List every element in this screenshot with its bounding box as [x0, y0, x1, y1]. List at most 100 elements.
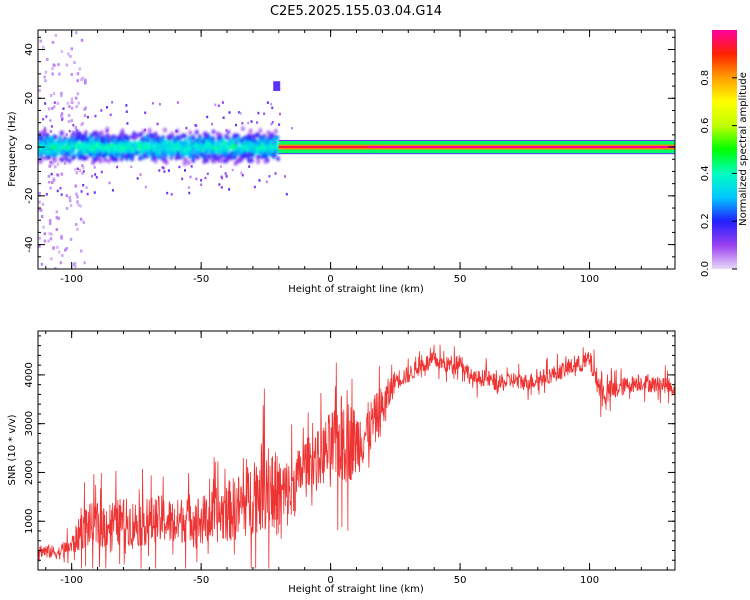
spectrogram-speckle: [48, 232, 52, 236]
spectrogram-cell: [70, 141, 74, 146]
spectrogram-speckle: [263, 112, 266, 116]
x-tick-label: -100: [60, 274, 83, 285]
spectrogram-speckle: [41, 202, 45, 206]
spectrogram-speckle: [241, 122, 244, 125]
spectrogram-cell: [260, 134, 265, 140]
spectrogram-cell: [58, 135, 63, 141]
spectrogram-speckle: [55, 228, 59, 232]
spectrogram-speckle: [60, 172, 64, 176]
spectrogram-cell: [259, 149, 263, 155]
spectrogram-cell: [186, 160, 191, 166]
spectrogram-cell: [255, 132, 259, 138]
spectrogram-cell: [153, 140, 157, 146]
x-tick-label: 100: [580, 575, 599, 586]
spectrogram-speckle: [83, 107, 86, 111]
spectrogram-cell: [183, 157, 188, 163]
spectrogram-speckle: [51, 72, 54, 76]
spectrogram-cell: [199, 151, 204, 157]
spectrogram-speckle: [79, 249, 83, 253]
spectrogram-speckle: [228, 188, 231, 191]
spectrogram-cell: [251, 146, 256, 152]
spectrogram-speckle: [221, 177, 224, 180]
spectrogram-speckle: [93, 166, 96, 169]
spectrogram-speckle: [240, 171, 243, 175]
spectrogram-speckle: [79, 204, 82, 208]
spectrogram-speckle: [77, 101, 80, 105]
spectrogram-cell: [165, 146, 170, 152]
spectrogram-speckle: [74, 167, 77, 171]
spectrogram-speckle: [56, 189, 59, 193]
spectrogram-cell: [257, 141, 262, 146]
spectrogram-speckle: [72, 262, 76, 266]
spectrogram-speckle: [52, 105, 56, 109]
spectrogram-cell: [78, 151, 82, 156]
spectrogram-cell: [138, 156, 142, 161]
snr-panel: -100 -50 0 50 100 1000 2000 3000 4000 Height of …: [7, 330, 676, 595]
spectrogram-cell: [107, 134, 111, 140]
spectrogram-speckle: [170, 193, 173, 196]
spectrogram-cell: [91, 150, 96, 156]
spectrogram-speckle: [53, 63, 56, 67]
spectrogram-speckle: [136, 177, 139, 180]
spectrogram-speckle: [94, 114, 97, 118]
spectrogram-speckle: [105, 129, 108, 133]
spectrogram-speckle: [219, 165, 222, 168]
spectrogram-cell: [192, 153, 196, 159]
spectrogram-speckle: [80, 78, 83, 82]
spectrogram-cell: [213, 146, 217, 151]
spectrogram-speckle: [51, 180, 54, 184]
spectrogram-cell: [86, 144, 90, 150]
spectrogram-cell: [236, 158, 240, 164]
spectrogram-cell: [241, 126, 245, 132]
spectrogram-speckle: [49, 186, 52, 190]
spectrogram-cell: [122, 148, 127, 154]
spectrogram-speckle: [43, 126, 47, 130]
spectrogram-cell: [211, 140, 215, 146]
x-tick-label: 50: [454, 274, 467, 285]
spectrogram-speckle: [238, 111, 241, 114]
spectrogram-speckle: [69, 204, 73, 208]
spectrogram-speckle: [185, 126, 188, 130]
spectrogram-cell: [191, 158, 196, 163]
spectrogram-speckle: [181, 177, 184, 181]
spectrogram-speckle: [50, 232, 53, 236]
snr-xlabel: Height of straight line (km): [288, 584, 424, 595]
spectrogram-cell: [94, 142, 98, 148]
spectrogram-cell: [147, 127, 152, 133]
spectrogram-cell: [154, 150, 159, 156]
spectrogram-speckle: [239, 112, 242, 115]
spectrogram-speckle: [67, 52, 70, 56]
snr-series-line: [38, 344, 675, 569]
spectrogram-speckle: [61, 116, 64, 120]
spectrogram-speckle: [100, 170, 103, 174]
spectrogram-speckle: [253, 185, 256, 189]
spectrogram-speckle: [74, 184, 77, 188]
spectrogram-cell: [97, 156, 101, 162]
spectrogram-speckle: [39, 39, 42, 43]
spectrogram-speckle: [83, 80, 87, 84]
spectrogram-speckle: [77, 203, 80, 207]
spectrogram-speckle: [76, 195, 79, 199]
spectrogram-cell: [191, 135, 195, 141]
spectrogram-speckle: [54, 165, 57, 169]
spectrogram-cell: [265, 157, 270, 163]
spectrogram-speckle: [42, 117, 45, 121]
spectrogram-cell: [182, 141, 187, 147]
spectrogram-cell: [239, 149, 243, 155]
spectrogram-speckle: [166, 191, 169, 195]
spectrogram-speckle: [74, 96, 78, 100]
colorbar-tick-label: 0.2: [700, 213, 711, 229]
spectrogram-speckle: [60, 91, 63, 95]
spectrogram-cell: [183, 147, 188, 153]
spectrogram-speckle: [75, 223, 78, 227]
spectrogram-cell: [117, 137, 122, 142]
spectrogram-speckle: [52, 177, 56, 181]
spectrogram-cell: [211, 129, 216, 135]
spectrogram-speckle: [111, 101, 114, 104]
spectrogram-speckle: [58, 72, 61, 76]
spectrogram-cell: [131, 134, 136, 140]
spectrogram-cell: [111, 156, 116, 162]
spectrogram-speckle: [40, 262, 44, 266]
spectrogram-cell: [256, 154, 261, 159]
spectrogram-speckle: [206, 115, 209, 119]
